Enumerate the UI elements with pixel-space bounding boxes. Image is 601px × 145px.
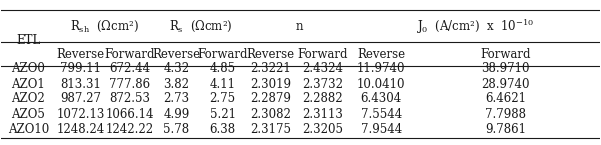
- Text: 2.2882: 2.2882: [303, 92, 343, 105]
- Text: 28.9740: 28.9740: [481, 78, 529, 91]
- Text: 9.7861: 9.7861: [485, 123, 526, 136]
- Text: Reverse: Reverse: [246, 48, 294, 61]
- Text: 813.31: 813.31: [60, 78, 101, 91]
- Text: Reverse: Reverse: [152, 48, 200, 61]
- Text: 4.11: 4.11: [210, 78, 236, 91]
- Text: 6.4621: 6.4621: [485, 92, 526, 105]
- Text: 6.4304: 6.4304: [361, 92, 402, 105]
- Text: Forward: Forward: [105, 48, 155, 61]
- Text: Forward: Forward: [480, 48, 531, 61]
- Text: 7.5544: 7.5544: [361, 108, 402, 121]
- Text: AZO10: AZO10: [8, 123, 49, 136]
- Text: 2.3019: 2.3019: [250, 78, 291, 91]
- Text: 2.3113: 2.3113: [302, 108, 343, 121]
- Text: n: n: [295, 20, 303, 33]
- Text: 1242.22: 1242.22: [106, 123, 154, 136]
- Text: AZO5: AZO5: [11, 108, 45, 121]
- Text: 2.3175: 2.3175: [250, 123, 291, 136]
- Text: Reverse: Reverse: [357, 48, 405, 61]
- Text: 4.32: 4.32: [163, 62, 189, 75]
- Text: J$_{\mathregular{0}}$  (A/cm²)  x  10$^{\mathregular{-10}}$: J$_{\mathregular{0}}$ (A/cm²) x 10$^{\ma…: [416, 17, 535, 36]
- Text: 4.85: 4.85: [210, 62, 236, 75]
- Text: 872.53: 872.53: [109, 92, 150, 105]
- Text: 672.44: 672.44: [109, 62, 151, 75]
- Text: 1072.13: 1072.13: [56, 108, 105, 121]
- Text: 10.0410: 10.0410: [357, 78, 406, 91]
- Text: 5.21: 5.21: [210, 108, 236, 121]
- Text: 5.78: 5.78: [163, 123, 189, 136]
- Text: Forward: Forward: [297, 48, 348, 61]
- Text: 7.9544: 7.9544: [361, 123, 402, 136]
- Text: 6.38: 6.38: [210, 123, 236, 136]
- Text: 2.3082: 2.3082: [250, 108, 291, 121]
- Text: AZO0: AZO0: [11, 62, 45, 75]
- Text: 7.7988: 7.7988: [485, 108, 526, 121]
- Text: 3.82: 3.82: [163, 78, 189, 91]
- Text: AZO2: AZO2: [11, 92, 45, 105]
- Text: 2.75: 2.75: [210, 92, 236, 105]
- Text: 11.9740: 11.9740: [357, 62, 406, 75]
- Text: ETL: ETL: [16, 34, 40, 47]
- Text: 1066.14: 1066.14: [106, 108, 154, 121]
- Text: 2.73: 2.73: [163, 92, 189, 105]
- Text: 2.3205: 2.3205: [302, 123, 343, 136]
- Text: R$_{\mathregular{s}}$  (Ωcm²): R$_{\mathregular{s}}$ (Ωcm²): [168, 19, 232, 34]
- Text: 2.3732: 2.3732: [302, 78, 343, 91]
- Text: Reverse: Reverse: [56, 48, 105, 61]
- Text: 4.99: 4.99: [163, 108, 189, 121]
- Text: R$_{\mathregular{sh}}$  (Ωcm²): R$_{\mathregular{sh}}$ (Ωcm²): [70, 19, 139, 34]
- Text: 2.3221: 2.3221: [250, 62, 291, 75]
- Text: AZO1: AZO1: [11, 78, 45, 91]
- Text: 777.86: 777.86: [109, 78, 151, 91]
- Text: 2.2879: 2.2879: [250, 92, 291, 105]
- Text: 1248.24: 1248.24: [56, 123, 105, 136]
- Text: 2.4324: 2.4324: [302, 62, 343, 75]
- Text: 38.9710: 38.9710: [481, 62, 529, 75]
- Text: 799.11: 799.11: [60, 62, 101, 75]
- Text: 987.27: 987.27: [60, 92, 101, 105]
- Text: Forward: Forward: [198, 48, 248, 61]
